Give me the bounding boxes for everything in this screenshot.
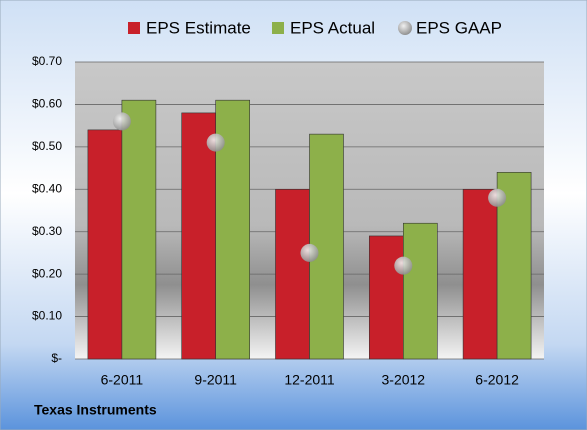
y-tick-label: $0.50 <box>32 139 62 153</box>
gaap-marker <box>112 112 131 131</box>
footer: Texas Instruments <box>34 402 157 418</box>
legend-label: EPS Actual <box>290 18 375 37</box>
legend-label: EPS Estimate <box>146 18 251 37</box>
bar <box>87 129 123 360</box>
bar <box>215 99 250 360</box>
bar <box>121 99 157 360</box>
y-tick-label: $0.10 <box>32 309 62 323</box>
bar <box>462 188 498 360</box>
x-tick-label: 6-2011 <box>101 372 144 388</box>
gaap-marker <box>206 133 225 152</box>
legend-marker <box>272 22 284 34</box>
legend-marker <box>128 22 140 34</box>
y-tick-label: $- <box>51 351 62 365</box>
y-tick-label: $0.60 <box>32 97 62 111</box>
legend-marker <box>398 21 412 35</box>
y-tick-label: $0.70 <box>32 54 62 68</box>
x-tick-label: 9-2011 <box>194 372 237 388</box>
bar <box>275 188 310 360</box>
y-tick-label: $0.40 <box>32 181 62 195</box>
gaap-marker <box>394 256 413 275</box>
x-tick-label: 6-2012 <box>475 372 519 388</box>
gaap-marker <box>488 188 507 207</box>
x-tick-label: 3-2012 <box>382 372 426 388</box>
bar <box>368 235 404 360</box>
bar <box>402 222 438 360</box>
y-tick-label: $0.30 <box>32 224 62 238</box>
legend-label: EPS GAAP <box>416 18 502 37</box>
y-tick-label: $0.20 <box>32 266 62 280</box>
gaap-marker <box>300 243 319 262</box>
x-tick-label: 12-2011 <box>284 372 335 388</box>
